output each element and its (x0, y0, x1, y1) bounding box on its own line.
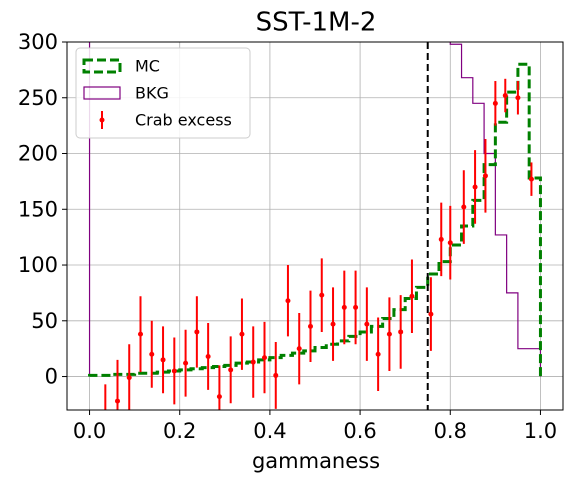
y-tick-label: 50 (31, 309, 58, 333)
legend-label: MC (135, 57, 160, 76)
data-point (502, 93, 508, 99)
y-tick-label: 100 (18, 253, 58, 277)
y-tick-label: 300 (18, 30, 58, 54)
data-point (307, 323, 313, 329)
data-point (137, 331, 143, 337)
data-point (115, 398, 121, 404)
data-point (103, 413, 108, 418)
data-point (409, 293, 415, 299)
data-point (515, 95, 521, 101)
data-point (160, 357, 166, 363)
data-point (398, 329, 404, 335)
data-point (319, 292, 325, 298)
x-tick-label: 0.6 (343, 419, 376, 443)
x-tick-label: 0.8 (434, 419, 467, 443)
y-tick-label: 0 (45, 365, 58, 389)
data-point (438, 236, 444, 242)
data-point (492, 100, 498, 106)
x-tick-label: 1.0 (524, 419, 557, 443)
histogram-step (88, 62, 542, 377)
x-tick-label: 0.2 (163, 419, 196, 443)
ticks: 0.0 0.2 0.4 0.6 0.8 1.0 0 50 100 150 200 250 300 (18, 30, 557, 443)
legend-swatch (99, 117, 105, 123)
data-point (239, 331, 245, 337)
data-point (126, 375, 132, 381)
legend-swatch (83, 86, 121, 100)
data-point (341, 304, 347, 310)
chart-title: SST-1M-2 (256, 8, 377, 38)
data-point (194, 329, 200, 335)
data-point (472, 184, 478, 190)
axes-frame (66, 41, 564, 411)
y-tick-label: 150 (18, 197, 58, 221)
data-point (183, 360, 189, 366)
data-point (375, 351, 381, 357)
plot-area (88, 42, 542, 418)
data-point (171, 368, 177, 374)
data-point (447, 240, 453, 246)
data-point (296, 346, 302, 352)
data-point (482, 173, 488, 179)
data-point (528, 176, 534, 182)
y-tick-label: 250 (18, 86, 58, 110)
data-point (261, 355, 267, 361)
data-point (330, 321, 336, 327)
data-point (149, 351, 155, 357)
data-point (364, 321, 370, 327)
data-point (205, 353, 211, 359)
x-axis-label: gammaness (252, 449, 380, 473)
y-tick-label: 200 (18, 142, 58, 166)
data-point (353, 304, 359, 310)
data-point (461, 204, 467, 210)
data-point (285, 298, 291, 304)
legend: MC BKG Crab excess (75, 47, 251, 139)
legend-label: Crab excess (135, 111, 232, 130)
data-point (216, 394, 222, 400)
x-tick-label: 0.4 (253, 419, 286, 443)
legend-swatch (82, 58, 122, 74)
legend-label: BKG (135, 84, 169, 103)
x-tick-label: 0.0 (73, 419, 106, 443)
data-point (428, 311, 434, 317)
data-point (228, 367, 234, 373)
data-point (273, 372, 279, 378)
data-point (250, 359, 256, 365)
histogram-step (88, 42, 542, 377)
data-point (386, 331, 392, 337)
